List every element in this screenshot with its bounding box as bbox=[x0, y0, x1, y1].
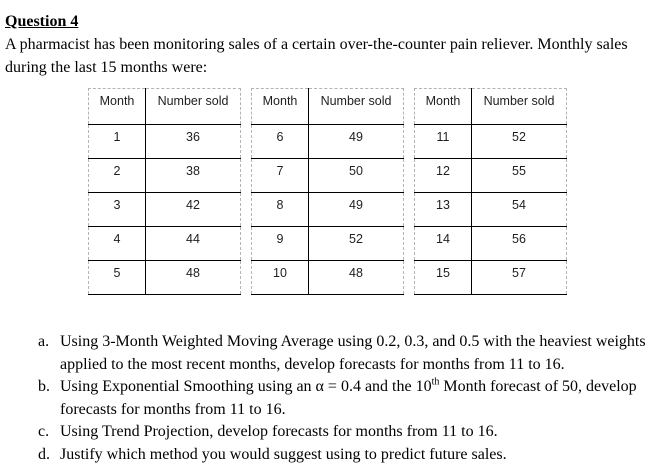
question-text: Using 3-Month Weighted Moving Average us… bbox=[60, 333, 646, 373]
table-row: 6 49 bbox=[251, 124, 404, 159]
number-sold-cell: 48 bbox=[145, 260, 241, 295]
table-row: 3 42 bbox=[88, 192, 241, 227]
table-row: 12 55 bbox=[414, 158, 567, 193]
table-header-row: Month Number sold bbox=[251, 88, 404, 125]
question-item-b: b. Using Exponential Smoothing using an … bbox=[38, 376, 662, 421]
month-cell: 2 bbox=[88, 158, 146, 193]
sales-table-months-6-10: Month Number sold 6 49 7 50 8 49 9 bbox=[251, 88, 404, 295]
table-header-row: Month Number sold bbox=[414, 88, 567, 125]
question-text: Justify which method you would suggest u… bbox=[60, 445, 507, 463]
number-sold-cell: 56 bbox=[471, 226, 567, 261]
month-cell: 10 bbox=[251, 260, 309, 295]
month-cell: 1 bbox=[88, 124, 146, 159]
question-text-segment: Month forecast of 50, develop forecasts … bbox=[60, 378, 637, 418]
table-row: 7 50 bbox=[251, 158, 404, 193]
table-row: 9 52 bbox=[251, 226, 404, 261]
table-row: 15 57 bbox=[414, 260, 567, 295]
table-row: 11 52 bbox=[414, 124, 567, 159]
number-sold-cell: 42 bbox=[145, 192, 241, 227]
number-sold-cell: 54 bbox=[471, 192, 567, 227]
question-text: Using Exponential Smoothing using an α =… bbox=[60, 376, 660, 421]
month-cell: 9 bbox=[251, 226, 309, 261]
month-cell: 7 bbox=[251, 158, 309, 193]
question-item-d: d. Justify which method you would sugges… bbox=[38, 444, 662, 467]
number-sold-column-header: Number sold bbox=[145, 88, 241, 125]
question-list: a. Using 3-Month Weighted Moving Average… bbox=[38, 331, 662, 466]
month-cell: 4 bbox=[88, 226, 146, 261]
month-column-header: Month bbox=[88, 88, 146, 125]
ordinal-superscript: th bbox=[431, 376, 440, 388]
question-letter: b. bbox=[38, 378, 50, 395]
table-row: 4 44 bbox=[88, 226, 241, 261]
table-row: 10 48 bbox=[251, 260, 404, 295]
sales-tables-row: Month Number sold 1 36 2 38 3 42 4 bbox=[88, 88, 662, 295]
question-item-a: a. Using 3-Month Weighted Moving Average… bbox=[38, 331, 662, 376]
sales-table-months-1-5: Month Number sold 1 36 2 38 3 42 4 bbox=[88, 88, 241, 295]
month-cell: 6 bbox=[251, 124, 309, 159]
table-header-row: Month Number sold bbox=[88, 88, 241, 125]
month-column-header: Month bbox=[251, 88, 309, 125]
number-sold-cell: 52 bbox=[471, 124, 567, 159]
month-cell: 3 bbox=[88, 192, 146, 227]
table-row: 5 48 bbox=[88, 260, 241, 295]
month-cell: 14 bbox=[414, 226, 472, 261]
question-item-c: c. Using Trend Projection, develop forec… bbox=[38, 421, 662, 444]
table-row: 8 49 bbox=[251, 192, 404, 227]
number-sold-cell: 49 bbox=[308, 192, 404, 227]
table-row: 2 38 bbox=[88, 158, 241, 193]
number-sold-cell: 55 bbox=[471, 158, 567, 193]
table-row: 14 56 bbox=[414, 226, 567, 261]
sales-table-months-11-15: Month Number sold 11 52 12 55 13 54 bbox=[414, 88, 567, 295]
question-letter: a. bbox=[38, 333, 50, 350]
question-letter: c. bbox=[38, 423, 50, 440]
number-sold-cell: 48 bbox=[308, 260, 404, 295]
table-row: 1 36 bbox=[88, 124, 241, 159]
table-row: 13 54 bbox=[414, 192, 567, 227]
month-column-header: Month bbox=[414, 88, 472, 125]
number-sold-column-header: Number sold bbox=[471, 88, 567, 125]
question-text-segment: Using Exponential Smoothing using an α =… bbox=[60, 378, 432, 395]
number-sold-cell: 57 bbox=[471, 260, 567, 295]
number-sold-cell: 49 bbox=[308, 124, 404, 159]
month-cell: 8 bbox=[251, 192, 309, 227]
question-letter: d. bbox=[38, 445, 50, 463]
question-text: Using Trend Projection, develop forecast… bbox=[60, 423, 498, 440]
month-cell: 12 bbox=[414, 158, 472, 193]
question-title: Question 4 bbox=[5, 13, 79, 30]
intro-paragraph: A pharmacist has been monitoring sales o… bbox=[5, 36, 628, 76]
number-sold-cell: 44 bbox=[145, 226, 241, 261]
number-sold-cell: 50 bbox=[308, 158, 404, 193]
number-sold-cell: 38 bbox=[145, 158, 241, 193]
number-sold-column-header: Number sold bbox=[308, 88, 404, 125]
number-sold-cell: 52 bbox=[308, 226, 404, 261]
month-cell: 11 bbox=[414, 124, 472, 159]
month-cell: 5 bbox=[88, 260, 146, 295]
number-sold-cell: 36 bbox=[145, 124, 241, 159]
month-cell: 15 bbox=[414, 260, 472, 295]
month-cell: 13 bbox=[414, 192, 472, 227]
